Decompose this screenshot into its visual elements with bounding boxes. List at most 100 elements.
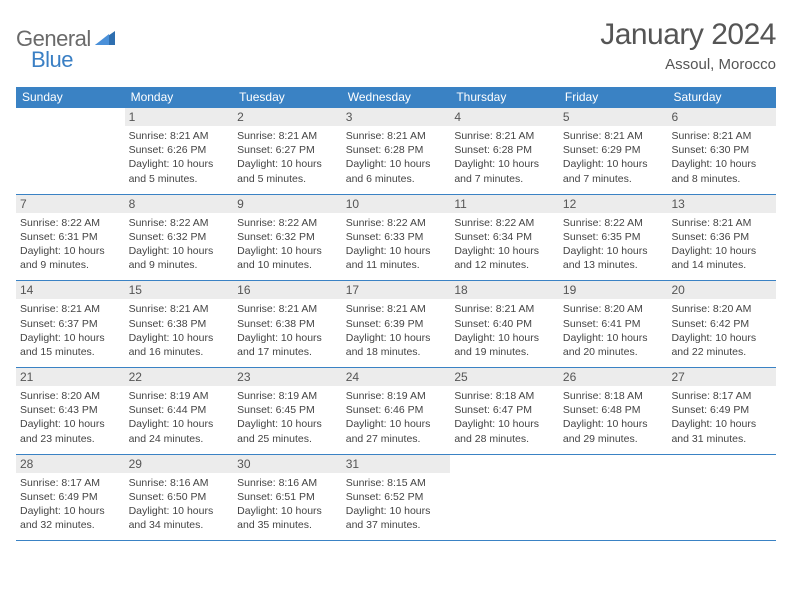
day-number: 27 [667,368,776,386]
sunrise-line: Sunrise: 8:22 AM [20,216,121,230]
sunrise-line: Sunrise: 8:21 AM [237,129,338,143]
day-cell: 13Sunrise: 8:21 AMSunset: 6:36 PMDayligh… [667,195,776,281]
sunrise-line: Sunrise: 8:22 AM [129,216,230,230]
day-cell: 3Sunrise: 8:21 AMSunset: 6:28 PMDaylight… [342,108,451,194]
day-number: 21 [16,368,125,386]
sunrise-line: Sunrise: 8:21 AM [129,129,230,143]
daylight-line: Daylight: 10 hours and 14 minutes. [671,244,772,272]
day-cell: 5Sunrise: 8:21 AMSunset: 6:29 PMDaylight… [559,108,668,194]
daylight-line: Daylight: 10 hours and 10 minutes. [237,244,338,272]
day-cell: 29Sunrise: 8:16 AMSunset: 6:50 PMDayligh… [125,455,234,541]
empty-cell [16,108,125,194]
day-number: 6 [667,108,776,126]
day-cell: 9Sunrise: 8:22 AMSunset: 6:32 PMDaylight… [233,195,342,281]
title-block: January 2024 Assoul, Morocco [600,18,776,73]
day-cell: 19Sunrise: 8:20 AMSunset: 6:41 PMDayligh… [559,281,668,367]
daylight-line: Daylight: 10 hours and 31 minutes. [671,417,772,445]
sunset-line: Sunset: 6:52 PM [346,490,447,504]
daylight-line: Daylight: 10 hours and 15 minutes. [20,331,121,359]
sunrise-line: Sunrise: 8:21 AM [237,302,338,316]
sunrise-line: Sunrise: 8:19 AM [129,389,230,403]
sunrise-line: Sunrise: 8:20 AM [20,389,121,403]
sunrise-line: Sunrise: 8:21 AM [129,302,230,316]
day-cell: 28Sunrise: 8:17 AMSunset: 6:49 PMDayligh… [16,455,125,541]
day-number: 9 [233,195,342,213]
daylight-line: Daylight: 10 hours and 5 minutes. [237,157,338,185]
sunset-line: Sunset: 6:34 PM [454,230,555,244]
day-number: 26 [559,368,668,386]
sunrise-line: Sunrise: 8:21 AM [454,129,555,143]
sunset-line: Sunset: 6:51 PM [237,490,338,504]
day-cell: 7Sunrise: 8:22 AMSunset: 6:31 PMDaylight… [16,195,125,281]
sunset-line: Sunset: 6:38 PM [237,317,338,331]
sunset-line: Sunset: 6:28 PM [346,143,447,157]
empty-cell [667,455,776,541]
day-cell: 1Sunrise: 8:21 AMSunset: 6:26 PMDaylight… [125,108,234,194]
sunrise-line: Sunrise: 8:20 AM [671,302,772,316]
week-row: 14Sunrise: 8:21 AMSunset: 6:37 PMDayligh… [16,281,776,368]
day-number: 18 [450,281,559,299]
day-number: 25 [450,368,559,386]
weekday-header: Thursday [450,87,559,108]
day-number: 16 [233,281,342,299]
sunrise-line: Sunrise: 8:22 AM [346,216,447,230]
day-cell: 15 Sunrise: 8:21 AMSunset: 6:38 PMDayligh… [125,281,234,367]
daylight-line: Daylight: 10 hours and 7 minutes. [454,157,555,185]
day-cell: 11Sunrise: 8:22 AMSunset: 6:34 PMDayligh… [450,195,559,281]
day-number [559,455,668,473]
sunset-line: Sunset: 6:50 PM [129,490,230,504]
daylight-line: Daylight: 10 hours and 17 minutes. [237,331,338,359]
sunset-line: Sunset: 6:32 PM [129,230,230,244]
day-number: 23 [233,368,342,386]
sunset-line: Sunset: 6:30 PM [671,143,772,157]
day-number: 15 [125,281,234,299]
weekday-header: Sunday [16,87,125,108]
daylight-line: Daylight: 10 hours and 29 minutes. [563,417,664,445]
day-cell: 22Sunrise: 8:19 AMSunset: 6:44 PMDayligh… [125,368,234,454]
day-number: 5 [559,108,668,126]
daylight-line: Daylight: 10 hours and 16 minutes. [129,331,230,359]
sunrise-line: Sunrise: 8:22 AM [237,216,338,230]
day-number: 29 [125,455,234,473]
daylight-line: Daylight: 10 hours and 18 minutes. [346,331,447,359]
day-cell: 16 Sunrise: 8:21 AMSunset: 6:38 PMDayligh… [233,281,342,367]
weekday-header: Friday [559,87,668,108]
sunrise-line: Sunrise: 8:21 AM [671,216,772,230]
calendar: SundayMondayTuesdayWednesdayThursdayFrid… [16,87,776,541]
sunrise-line: Sunrise: 8:21 AM [346,302,447,316]
daylight-line: Daylight: 10 hours and 22 minutes. [671,331,772,359]
location-subtitle: Assoul, Morocco [600,56,776,73]
daylight-line: Daylight: 10 hours and 20 minutes. [563,331,664,359]
sunset-line: Sunset: 6:28 PM [454,143,555,157]
sunset-line: Sunset: 6:41 PM [563,317,664,331]
day-cell: 21Sunrise: 8:20 AMSunset: 6:43 PMDayligh… [16,368,125,454]
day-number: 24 [342,368,451,386]
sunrise-line: Sunrise: 8:22 AM [454,216,555,230]
sunset-line: Sunset: 6:38 PM [129,317,230,331]
day-number [16,108,125,126]
weekday-header: Monday [125,87,234,108]
sunrise-line: Sunrise: 8:20 AM [563,302,664,316]
daylight-line: Daylight: 10 hours and 37 minutes. [346,504,447,532]
day-cell: 17Sunrise: 8:21 AMSunset: 6:39 PMDayligh… [342,281,451,367]
day-cell: 24Sunrise: 8:19 AMSunset: 6:46 PMDayligh… [342,368,451,454]
day-cell: 8Sunrise: 8:22 AMSunset: 6:32 PMDaylight… [125,195,234,281]
daylight-line: Daylight: 10 hours and 35 minutes. [237,504,338,532]
weekday-header-row: SundayMondayTuesdayWednesdayThursdayFrid… [16,87,776,108]
day-number: 4 [450,108,559,126]
day-cell: 27Sunrise: 8:17 AMSunset: 6:49 PMDayligh… [667,368,776,454]
week-row: 7Sunrise: 8:22 AMSunset: 6:31 PMDaylight… [16,195,776,282]
daylight-line: Daylight: 10 hours and 23 minutes. [20,417,121,445]
day-number: 22 [125,368,234,386]
day-number: 17 [342,281,451,299]
day-cell: 10Sunrise: 8:22 AMSunset: 6:33 PMDayligh… [342,195,451,281]
empty-cell [450,455,559,541]
day-number [450,455,559,473]
week-row: 1Sunrise: 8:21 AMSunset: 6:26 PMDaylight… [16,108,776,195]
daylight-line: Daylight: 10 hours and 11 minutes. [346,244,447,272]
daylight-line: Daylight: 10 hours and 34 minutes. [129,504,230,532]
sunrise-line: Sunrise: 8:21 AM [454,302,555,316]
daylight-line: Daylight: 10 hours and 19 minutes. [454,331,555,359]
daylight-line: Daylight: 10 hours and 9 minutes. [20,244,121,272]
sunset-line: Sunset: 6:27 PM [237,143,338,157]
